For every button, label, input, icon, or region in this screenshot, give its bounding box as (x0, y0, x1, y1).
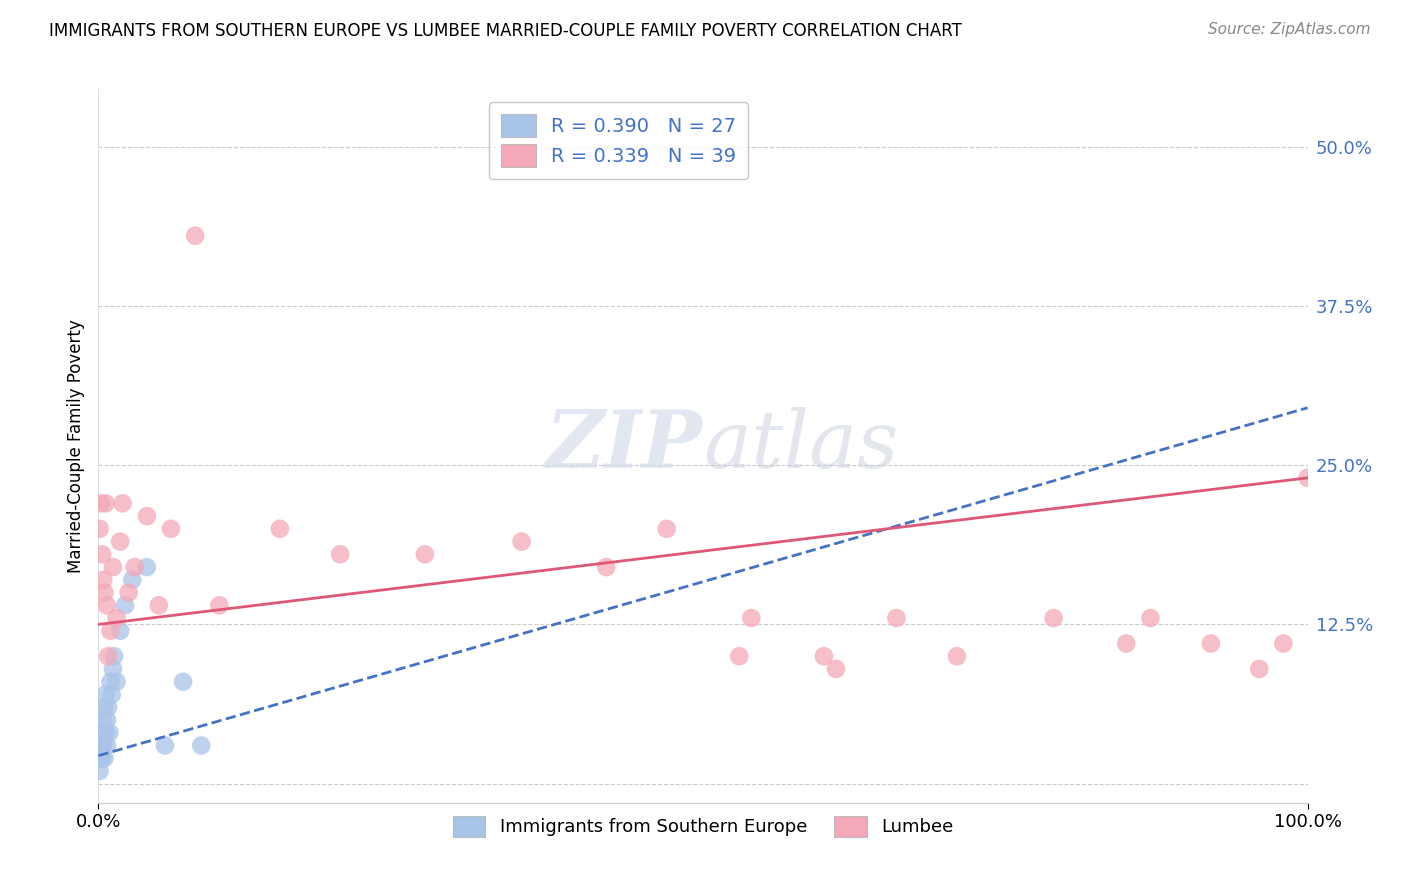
Text: ZIP: ZIP (546, 408, 703, 484)
Point (813, 649, 835, 664)
Point (96, 599, 118, 613)
Point (329, 547, 352, 561)
Point (184, 228, 207, 243)
Point (114, 599, 136, 613)
Point (100, 674, 122, 689)
Point (160, 522, 183, 536)
Point (91, 573, 114, 587)
Point (100, 688, 122, 702)
Point (90, 496, 112, 510)
Point (510, 534, 533, 549)
Point (91, 713, 114, 727)
Point (121, 573, 143, 587)
Point (89, 764, 111, 778)
Point (105, 611, 128, 625)
Point (740, 611, 762, 625)
Point (91, 739, 114, 753)
Point (101, 560, 124, 574)
Point (655, 522, 678, 536)
Point (728, 649, 751, 664)
Point (1139, 611, 1161, 625)
Point (98, 725, 121, 739)
Point (595, 560, 617, 574)
Text: Source: ZipAtlas.com: Source: ZipAtlas.com (1208, 22, 1371, 37)
Point (148, 599, 170, 613)
Point (269, 522, 291, 536)
Text: IMMIGRANTS FROM SOUTHERN EUROPE VS LUMBEE MARRIED-COUPLE FAMILY POVERTY CORRELAT: IMMIGRANTS FROM SOUTHERN EUROPE VS LUMBE… (49, 22, 962, 40)
Point (103, 649, 125, 664)
Point (413, 547, 436, 561)
Point (90, 751, 112, 765)
Point (91, 725, 114, 739)
Point (108, 534, 131, 549)
Point (93, 585, 115, 599)
Point (94, 725, 117, 739)
Point (1115, 636, 1137, 650)
Point (96, 739, 118, 753)
Point (135, 560, 157, 574)
Point (93, 751, 115, 765)
Point (111, 496, 134, 510)
Point (1042, 611, 1064, 625)
Point (153, 739, 176, 753)
Point (100, 624, 122, 638)
Point (101, 662, 124, 676)
Point (97, 649, 120, 664)
Point (118, 585, 141, 599)
Point (1296, 471, 1319, 485)
Point (105, 674, 128, 689)
Point (108, 624, 131, 638)
Y-axis label: Married-Couple Family Poverty: Married-Couple Family Poverty (66, 319, 84, 573)
Text: atlas: atlas (703, 408, 898, 484)
Legend: Immigrants from Southern Europe, Lumbee: Immigrants from Southern Europe, Lumbee (446, 808, 960, 844)
Point (90, 739, 112, 753)
Point (97, 700, 120, 714)
Point (946, 649, 969, 664)
Point (93, 700, 115, 714)
Point (1249, 662, 1271, 676)
Point (172, 674, 194, 689)
Point (96, 713, 118, 727)
Point (208, 599, 231, 613)
Point (94, 688, 117, 702)
Point (190, 739, 212, 753)
Point (91, 751, 114, 765)
Point (886, 611, 908, 625)
Point (89, 522, 111, 536)
Point (91, 547, 114, 561)
Point (1272, 636, 1295, 650)
Point (1199, 636, 1222, 650)
Point (124, 560, 146, 574)
Point (94, 496, 117, 510)
Point (135, 509, 157, 524)
Point (825, 662, 848, 676)
